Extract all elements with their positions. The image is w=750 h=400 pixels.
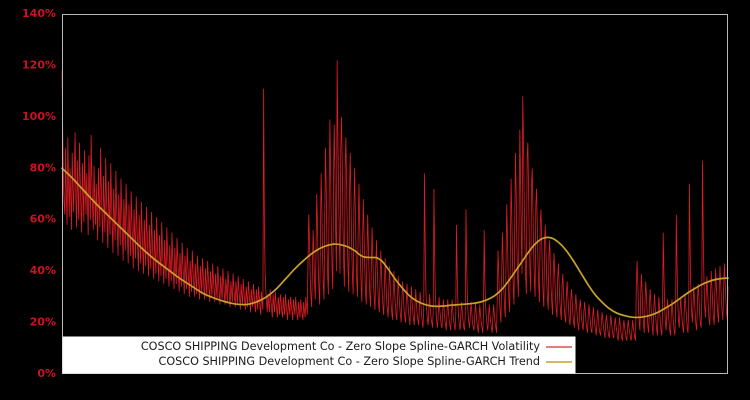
- y-axis-tick-label: 60%: [30, 213, 56, 226]
- series-trend-group: [61, 167, 729, 319]
- series-volatility-group: [61, 60, 729, 341]
- y-axis-tick-label: 20%: [30, 316, 56, 329]
- y-axis-tick-label: 140%: [22, 7, 56, 20]
- legend-background: [62, 336, 576, 374]
- series-line-trend: [61, 167, 729, 319]
- legend-entry-label: COSCO SHIPPING Development Co - Zero Slo…: [141, 340, 541, 353]
- legend: COSCO SHIPPING Development Co - Zero Slo…: [62, 336, 576, 374]
- y-axis-tick-label: 120%: [22, 58, 56, 71]
- y-axis-tick-label: 40%: [30, 264, 56, 277]
- y-axis-tick-labels: 0% 20% 40% 60% 80% 100% 120% 140%: [22, 7, 56, 380]
- y-axis-tick-label: 100%: [22, 110, 56, 123]
- y-axis-tick-label: 80%: [30, 161, 56, 174]
- y-axis-tick-label: 0%: [37, 367, 56, 380]
- legend-entry-list: COSCO SHIPPING Development Co - Zero Slo…: [141, 340, 572, 368]
- series-line-volatility: [61, 60, 729, 341]
- legend-entry-label: COSCO SHIPPING Development Co - Zero Slo…: [159, 355, 540, 368]
